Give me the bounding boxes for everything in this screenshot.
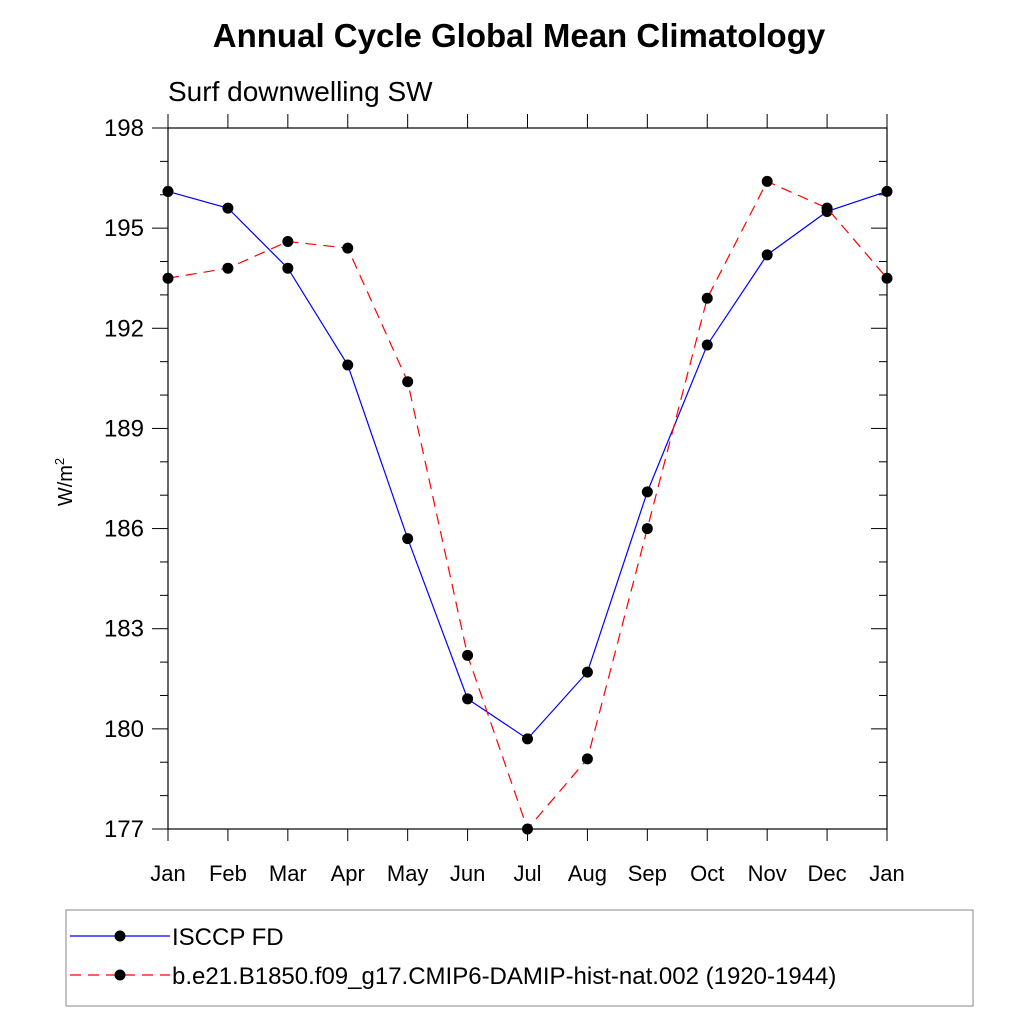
y-tick-label: 183 bbox=[104, 616, 144, 643]
data-point bbox=[342, 242, 354, 254]
legend-swatch-marker bbox=[114, 930, 126, 942]
y-axis: 177 180 183 186 189 192 195 198 bbox=[104, 115, 887, 843]
series-line bbox=[167, 180, 888, 831]
y-tick-label: 180 bbox=[104, 716, 144, 743]
chart-subtitle: Surf downwelling SW bbox=[168, 76, 433, 107]
y-axis-label-unit: W/m bbox=[55, 465, 77, 506]
y-tick-label: 195 bbox=[104, 215, 144, 242]
data-point bbox=[222, 262, 234, 274]
x-axis: Jan Feb Mar Apr May Jun Jul Aug Sep Oct Nov Dec Jan bbox=[150, 114, 905, 886]
data-point bbox=[701, 339, 713, 351]
chart-title: Annual Cycle Global Mean Climatology bbox=[213, 17, 826, 54]
data-point bbox=[222, 202, 234, 214]
data-point bbox=[761, 175, 773, 187]
x-tick-label: Sep bbox=[628, 861, 667, 886]
x-tick-label: Mar bbox=[269, 861, 307, 886]
x-tick-label: Jan bbox=[869, 861, 904, 886]
data-point bbox=[342, 359, 354, 371]
x-tick-label: Aug bbox=[568, 861, 607, 886]
series-2 bbox=[162, 175, 893, 835]
x-tick-label: Jul bbox=[513, 861, 541, 886]
data-point bbox=[881, 185, 893, 197]
x-tick-label: Jun bbox=[450, 861, 485, 886]
series-1 bbox=[162, 185, 893, 745]
y-axis-label: W/m2 bbox=[52, 458, 77, 506]
data-point bbox=[402, 533, 414, 545]
y-tick-label: 177 bbox=[104, 816, 144, 843]
x-tick-label: Oct bbox=[690, 861, 724, 886]
data-point bbox=[761, 249, 773, 261]
data-point bbox=[641, 486, 653, 498]
x-tick-label: Feb bbox=[209, 861, 247, 886]
y-axis-label-superscript: 2 bbox=[52, 458, 67, 465]
data-point bbox=[162, 272, 174, 284]
y-tick-label: 192 bbox=[104, 315, 144, 342]
data-point bbox=[282, 262, 294, 274]
x-tick-label: May bbox=[387, 861, 429, 886]
x-tick-label: Nov bbox=[748, 861, 787, 886]
data-point bbox=[641, 523, 653, 535]
data-point bbox=[462, 693, 474, 705]
data-point bbox=[462, 649, 474, 661]
data-point bbox=[162, 185, 174, 197]
legend-label: b.e21.B1850.f09_g17.CMIP6-DAMIP-hist-nat… bbox=[172, 963, 836, 990]
data-point bbox=[581, 753, 593, 765]
series-line bbox=[167, 190, 888, 740]
legend: ISCCP FD b.e21.B1850.f09_g17.CMIP6-DAMIP-… bbox=[65, 909, 974, 1007]
x-tick-label: Dec bbox=[808, 861, 847, 886]
data-point bbox=[522, 733, 533, 745]
x-tick-label: Apr bbox=[331, 861, 365, 886]
data-point bbox=[881, 272, 893, 284]
y-tick-label: 198 bbox=[104, 115, 144, 142]
series-layer bbox=[162, 175, 893, 835]
data-point bbox=[581, 666, 593, 678]
legend-label: ISCCP FD bbox=[172, 924, 284, 951]
x-tick-label: Jan bbox=[150, 861, 185, 886]
data-point bbox=[522, 823, 533, 835]
data-point bbox=[282, 235, 294, 247]
plot-border bbox=[167, 127, 888, 830]
y-tick-label: 186 bbox=[104, 516, 144, 543]
legend-swatch-marker bbox=[114, 969, 126, 981]
data-point bbox=[821, 202, 833, 214]
plot-area bbox=[167, 127, 888, 830]
y-tick-label: 189 bbox=[104, 415, 144, 442]
data-point bbox=[402, 376, 414, 388]
data-point bbox=[701, 292, 713, 304]
legend-box bbox=[65, 909, 974, 1007]
